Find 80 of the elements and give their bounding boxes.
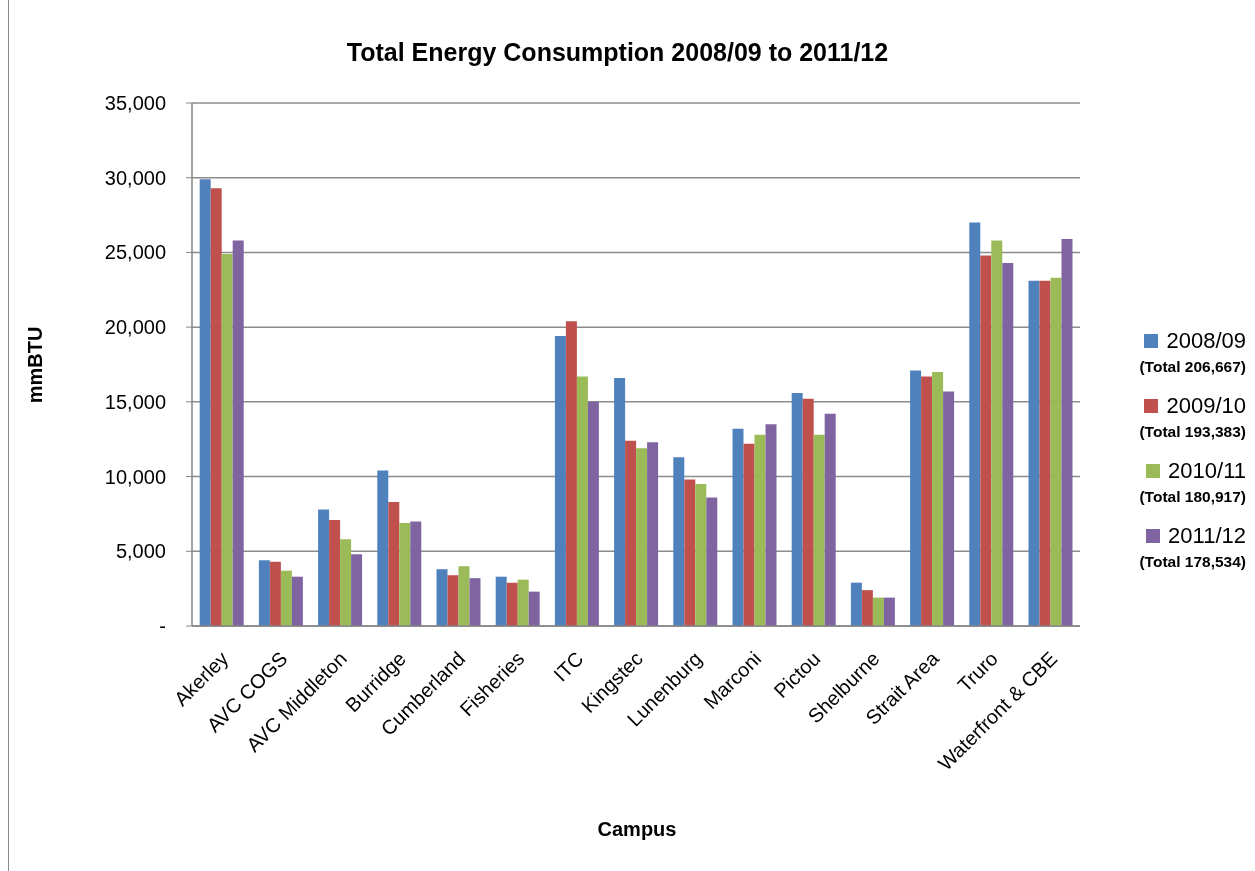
bar bbox=[506, 582, 518, 626]
text: (Total 180,917) bbox=[1139, 487, 1246, 507]
bar bbox=[554, 336, 566, 626]
y-tick-label: 30,000 bbox=[104, 166, 166, 189]
y-tick-label: 10,000 bbox=[104, 465, 166, 488]
bar bbox=[706, 497, 718, 626]
bar bbox=[732, 428, 744, 626]
text: (Total 193,383) bbox=[1139, 422, 1246, 442]
bar bbox=[791, 392, 803, 626]
y-tick-label: 20,000 bbox=[104, 316, 166, 339]
bar bbox=[743, 443, 755, 626]
y-axis-title: mmBTU bbox=[23, 326, 47, 404]
x-tick-label: ITC bbox=[549, 647, 588, 686]
bar bbox=[883, 597, 895, 626]
y-tick-label: 5,000 bbox=[115, 540, 166, 563]
y-tick-label: 25,000 bbox=[104, 241, 166, 264]
legend-label: 2009/10 bbox=[1166, 393, 1246, 419]
bar bbox=[921, 376, 933, 626]
bar bbox=[614, 377, 626, 626]
bar bbox=[1050, 277, 1062, 626]
bar bbox=[210, 188, 222, 626]
bar bbox=[1039, 280, 1051, 626]
chart-title: Total Energy Consumption 2008/09 to 2011/12 bbox=[345, 38, 890, 67]
bar bbox=[399, 522, 411, 626]
legend-label: 2008/09 bbox=[1166, 328, 1246, 354]
bar bbox=[861, 590, 873, 626]
y-tick-label: 35,000 bbox=[104, 92, 166, 114]
bar bbox=[280, 570, 292, 626]
bar bbox=[1002, 262, 1014, 626]
bar bbox=[517, 579, 529, 626]
bar bbox=[587, 401, 599, 626]
bar bbox=[199, 179, 211, 626]
bar bbox=[258, 560, 270, 626]
bar bbox=[469, 578, 481, 626]
bar bbox=[684, 479, 696, 626]
bar bbox=[872, 597, 884, 626]
bar bbox=[232, 240, 244, 626]
y-tick-label: - bbox=[159, 615, 166, 637]
x-axis-title: Campus bbox=[597, 817, 677, 841]
legend-label: 2011/12 bbox=[1168, 523, 1246, 549]
bar bbox=[576, 376, 588, 626]
bar bbox=[754, 434, 766, 626]
bar bbox=[824, 413, 836, 626]
bar bbox=[318, 509, 330, 626]
bar bbox=[969, 222, 981, 626]
bar bbox=[565, 321, 577, 626]
bar bbox=[932, 371, 944, 626]
bar bbox=[351, 554, 363, 626]
bar bbox=[636, 448, 648, 626]
bar bbox=[695, 484, 707, 626]
legend-label: 2010/11 bbox=[1168, 458, 1246, 484]
bar bbox=[528, 591, 540, 626]
bar bbox=[850, 582, 862, 626]
text: (Total 178,534) bbox=[1139, 552, 1246, 572]
bar bbox=[291, 576, 303, 626]
y-tick-label: 15,000 bbox=[104, 390, 166, 413]
bar bbox=[410, 521, 422, 626]
bar bbox=[1061, 238, 1073, 626]
bar bbox=[269, 561, 281, 626]
bar bbox=[813, 434, 825, 626]
bar bbox=[647, 442, 659, 626]
bar bbox=[436, 569, 448, 626]
bar bbox=[991, 240, 1003, 626]
bar bbox=[673, 457, 685, 626]
bar bbox=[1028, 280, 1040, 626]
bar bbox=[340, 539, 352, 626]
bar bbox=[329, 519, 341, 626]
bar bbox=[388, 501, 400, 626]
text: (Total 206,667) bbox=[1139, 357, 1246, 377]
bar bbox=[458, 566, 470, 626]
bar bbox=[910, 370, 922, 626]
bar bbox=[495, 576, 507, 626]
bar bbox=[625, 440, 637, 626]
bar bbox=[765, 424, 777, 626]
bar bbox=[447, 575, 459, 626]
bar bbox=[377, 470, 389, 626]
bar bbox=[802, 398, 814, 626]
bar bbox=[980, 255, 992, 626]
bar bbox=[221, 253, 233, 626]
bar bbox=[943, 391, 955, 626]
